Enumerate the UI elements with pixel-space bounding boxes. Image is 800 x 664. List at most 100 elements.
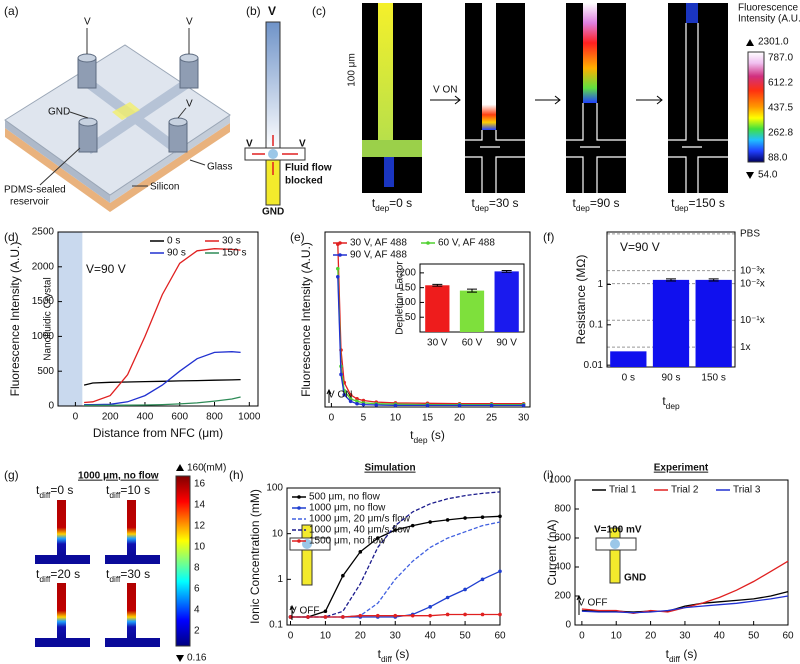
data-point xyxy=(339,372,343,377)
error-bar xyxy=(708,278,719,282)
annotation: V ON xyxy=(328,390,352,401)
x-tick-label: 15 xyxy=(422,413,434,424)
label: tdiff=0 s xyxy=(36,483,73,500)
label: V ON xyxy=(433,85,457,96)
data-point xyxy=(445,595,450,600)
series-line xyxy=(337,276,524,407)
map xyxy=(105,583,160,647)
data-point xyxy=(480,612,485,617)
y-tick-label: 500 xyxy=(37,366,54,377)
y-axis-label: Resistance (MΩ) xyxy=(574,255,588,345)
label: tdep=30 s xyxy=(471,196,518,213)
data-point xyxy=(428,613,432,618)
y-tick-label: 50 xyxy=(405,312,417,323)
colorbar xyxy=(747,51,765,163)
y-tick-label: 800 xyxy=(554,504,571,515)
annotation: V OFF xyxy=(290,606,319,617)
label: Silicon xyxy=(150,182,179,193)
label-part: t xyxy=(106,567,110,581)
colorbar-label: 8 xyxy=(194,563,200,574)
label: Fluid flow xyxy=(285,163,332,174)
data-point xyxy=(358,550,363,554)
y-tick-label: 0 xyxy=(565,620,571,631)
label-part: t xyxy=(572,196,576,210)
colorbar-label: 10 xyxy=(194,542,206,553)
label: 2301.0 xyxy=(758,37,789,48)
label: (mM) xyxy=(203,463,226,474)
colorbar-label: 2 xyxy=(194,626,200,637)
annotation: V=90 V xyxy=(86,262,126,276)
label: V xyxy=(186,17,193,28)
data-point xyxy=(306,615,310,619)
x-tick-label: 5 xyxy=(361,413,367,424)
series-line xyxy=(83,378,241,386)
bar xyxy=(652,279,690,367)
crossbar xyxy=(35,555,90,564)
stem xyxy=(127,500,136,555)
data-point xyxy=(393,613,398,618)
bar xyxy=(459,290,485,332)
y-tick-label: 400 xyxy=(554,562,571,573)
arrow xyxy=(636,95,663,105)
data-point xyxy=(521,403,526,408)
colorbar-label: 16 xyxy=(194,479,206,490)
data-point xyxy=(393,403,398,408)
label: V xyxy=(246,139,253,150)
data-point xyxy=(428,605,432,609)
y-axis-label: Ionic Concentration (mM) xyxy=(248,489,262,624)
label-part: diff xyxy=(39,574,51,584)
label: (g) xyxy=(4,468,19,482)
label-part: t xyxy=(106,483,110,497)
x-tick-label: 10 xyxy=(320,631,332,642)
chart-title: Simulation xyxy=(364,463,415,474)
channel-signal xyxy=(384,157,394,187)
chip-illustration xyxy=(4,28,231,212)
data-point xyxy=(341,573,345,578)
data-point xyxy=(355,401,359,406)
legend-label: 1000 μm, 40 μm/s flow xyxy=(309,525,411,536)
x-tick-label: 150 s xyxy=(701,373,725,384)
stem xyxy=(57,583,66,638)
x-axis-label-part: t xyxy=(662,394,666,408)
data-point xyxy=(323,615,328,619)
x-tick-label: 10 xyxy=(390,413,402,424)
label: blocked xyxy=(285,176,323,187)
x-tick-label: 800 xyxy=(206,412,223,423)
label: 100 μm xyxy=(347,53,358,87)
map xyxy=(105,500,160,564)
x-axis-label: tdep xyxy=(662,394,680,411)
label: (a) xyxy=(4,4,19,18)
wire xyxy=(177,107,187,119)
nfc xyxy=(268,149,278,159)
data-point xyxy=(348,399,353,404)
x-axis-label: tdiff (s) xyxy=(666,647,698,664)
reference-label: PBS xyxy=(740,228,760,239)
data-point xyxy=(323,609,328,614)
label: tdep=0 s xyxy=(372,196,412,213)
x-tick-label: 0 xyxy=(579,631,585,642)
channel xyxy=(265,21,281,151)
label: tdiff=30 s xyxy=(106,567,150,584)
data-point xyxy=(489,403,494,408)
plot-frame xyxy=(286,487,501,626)
data-point xyxy=(374,403,379,407)
outline xyxy=(465,130,525,193)
label-part: dep xyxy=(375,203,389,213)
outline xyxy=(566,103,626,193)
label: 0.16 xyxy=(187,653,207,664)
pointer xyxy=(39,147,81,186)
y-tick-label: 10 xyxy=(272,528,284,539)
reservoir-top xyxy=(179,53,199,63)
label: (b) xyxy=(246,4,261,18)
y-tick-label: 1 xyxy=(597,279,603,290)
x-axis-label-part: dep xyxy=(414,435,428,445)
bar xyxy=(425,285,450,332)
x-tick-label: 30 xyxy=(518,413,530,424)
x-tick-label: 600 xyxy=(171,412,188,423)
x-tick-label: 50 xyxy=(748,631,760,642)
data-point xyxy=(498,514,502,519)
colorbar xyxy=(175,475,191,647)
annotation: V=100 mV xyxy=(594,525,642,536)
wire xyxy=(69,111,89,119)
label: PDMS-sealed xyxy=(4,185,66,196)
